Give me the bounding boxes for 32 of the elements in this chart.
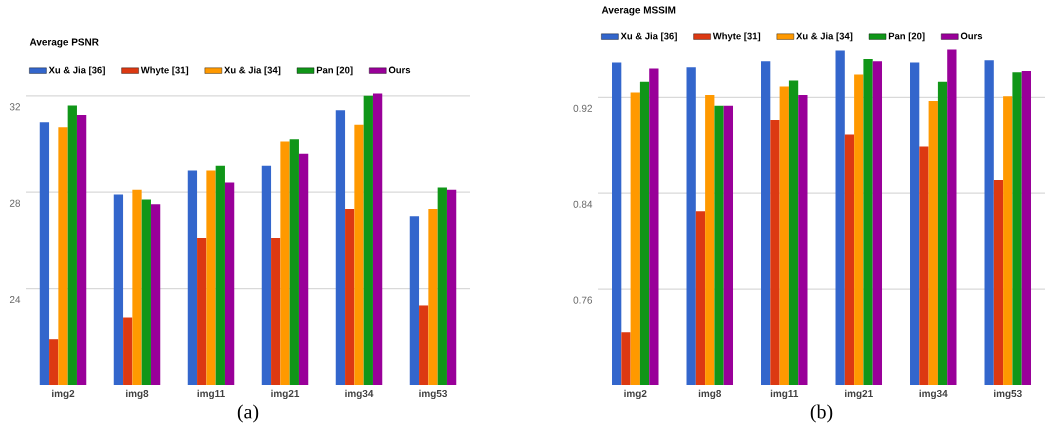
- x-tick-label: img11: [770, 389, 799, 400]
- x-tick-label: img8: [126, 389, 149, 400]
- x-tick-label: img34: [345, 389, 374, 400]
- legend-label: Ours: [388, 66, 411, 74]
- legend-label: Whyte [31]: [140, 66, 189, 76]
- x-tick-label: img53: [419, 389, 448, 400]
- text: (b): [810, 404, 833, 423]
- chart-title: Average PSNR: [29, 38, 99, 48]
- legend-label: Ours: [960, 32, 983, 40]
- legend-label: Xu & Jia [36]: [620, 32, 677, 42]
- x-tick-label: img11: [197, 389, 225, 400]
- x-tick-label: img53: [994, 389, 1022, 400]
- y-tick-label: 0.76: [573, 296, 593, 304]
- x-tick-label: img34: [919, 389, 948, 400]
- x-tick-label: img21: [271, 389, 300, 400]
- legend-label: Xu & Jia [36]: [48, 66, 105, 76]
- y-tick-label: 32: [9, 103, 20, 111]
- x-tick-label: img21: [845, 389, 873, 400]
- legend-label: Xu & Jia [34]: [796, 32, 853, 42]
- y-tick-label: 0.84: [573, 200, 593, 208]
- legend-label: Pan [20]: [888, 32, 925, 42]
- y-tick-label: 24: [9, 296, 21, 304]
- text: (a): [237, 404, 259, 423]
- x-tick-label: img2: [624, 389, 647, 400]
- x-tick-label: img2: [52, 389, 75, 400]
- legend-label: Whyte [31]: [712, 32, 761, 42]
- legend-label: Xu & Jia [34]: [224, 66, 281, 76]
- legend-label: Pan [20]: [316, 66, 353, 76]
- y-tick-label: 28: [9, 199, 21, 207]
- chart-title: Average MSSIM: [601, 6, 676, 16]
- y-tick-label: 0.92: [573, 104, 592, 112]
- x-tick-label: img8: [698, 389, 722, 400]
